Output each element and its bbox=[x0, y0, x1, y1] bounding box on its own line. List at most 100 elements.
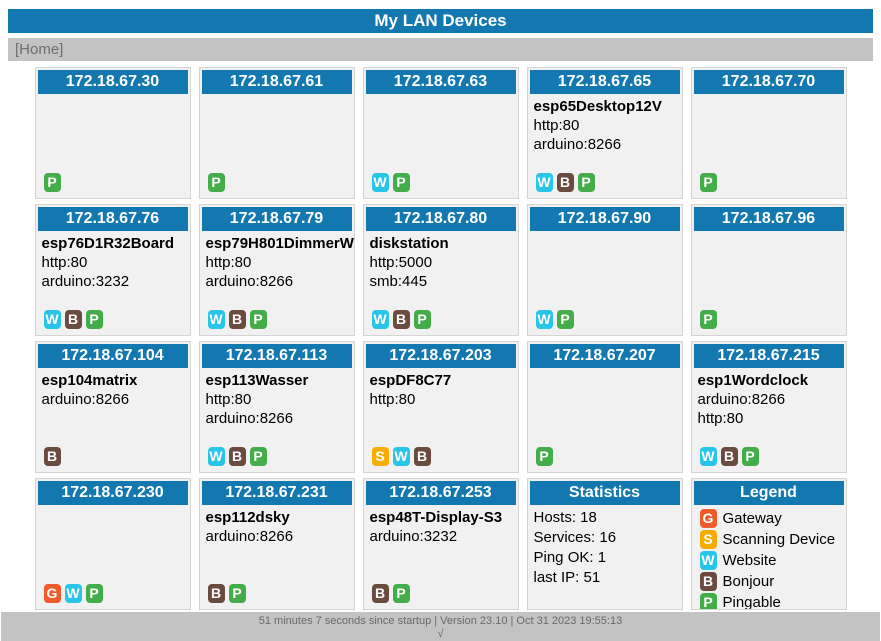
badge-row: P bbox=[535, 447, 553, 466]
legend-label: Pingable bbox=[722, 594, 781, 610]
service-line: http:80 bbox=[369, 391, 416, 408]
device-ip: 172.18.67.79 bbox=[201, 207, 352, 231]
website-badge: W bbox=[207, 447, 225, 466]
pingable-badge: P bbox=[43, 173, 61, 192]
device-info bbox=[366, 94, 516, 97]
device-card: 172.18.67.76 esp76D1R32Board http:80 ardui… bbox=[34, 204, 191, 336]
legend-card: Legend G Gateway S Scanning Device W Website B… bbox=[690, 478, 847, 610]
bonjour-badge: B bbox=[392, 310, 410, 329]
device-ip: 172.18.67.230 bbox=[37, 481, 188, 505]
device-card: 172.18.67.96 P bbox=[690, 204, 847, 336]
device-ip: 172.18.67.231 bbox=[201, 481, 352, 505]
device-ip: 172.18.67.207 bbox=[529, 344, 680, 368]
device-info: esp65Desktop12V http:80 arduino:8266 bbox=[530, 94, 680, 154]
badge-row: P bbox=[207, 173, 225, 192]
gateway-badge: G bbox=[699, 509, 717, 528]
service-line: arduino:8266 bbox=[41, 391, 130, 408]
bonjour-badge: B bbox=[43, 447, 61, 466]
pingable-badge: P bbox=[413, 310, 431, 329]
device-ip: 172.18.67.113 bbox=[201, 344, 352, 368]
legend-body: G Gateway S Scanning Device W Website B Bonjour… bbox=[694, 505, 844, 610]
device-ip: 172.18.67.65 bbox=[529, 70, 680, 94]
device-card: 172.18.67.207 P bbox=[526, 341, 683, 473]
gateway-badge: G bbox=[43, 584, 61, 603]
page-title: My LAN Devices bbox=[8, 9, 873, 33]
device-hostname: esp79H801DimmerW bbox=[205, 235, 354, 252]
device-card: 172.18.67.30 P bbox=[34, 67, 191, 199]
stat-line: Services: 16 bbox=[533, 529, 617, 546]
footer-status: 51 minutes 7 seconds since startup | Ver… bbox=[258, 615, 623, 627]
bonjour-badge: B bbox=[64, 310, 82, 329]
bonjour-badge: B bbox=[699, 572, 717, 591]
pingable-badge: P bbox=[249, 310, 267, 329]
device-info bbox=[530, 368, 680, 371]
service-line: http:80 bbox=[205, 254, 252, 271]
service-line: smb:445 bbox=[369, 273, 428, 290]
website-badge: W bbox=[535, 173, 553, 192]
device-ip: 172.18.67.76 bbox=[37, 207, 188, 231]
pingable-badge: P bbox=[556, 310, 574, 329]
website-badge: W bbox=[535, 310, 553, 329]
website-badge: W bbox=[699, 447, 717, 466]
pingable-badge: P bbox=[228, 584, 246, 603]
device-info bbox=[38, 94, 188, 97]
service-line: http:80 bbox=[533, 117, 580, 134]
legend-row: W Website bbox=[699, 550, 844, 571]
pingable-badge: P bbox=[577, 173, 595, 192]
badge-row: P bbox=[699, 310, 717, 329]
device-info: esp113Wasser http:80 arduino:8266 bbox=[202, 368, 352, 428]
bonjour-badge: B bbox=[413, 447, 431, 466]
scanning-device-badge: S bbox=[371, 447, 389, 466]
stat-line: Hosts: 18 bbox=[533, 509, 597, 526]
bonjour-badge: B bbox=[371, 584, 389, 603]
legend-label: Website bbox=[722, 552, 777, 569]
service-line: http:80 bbox=[41, 254, 88, 271]
device-info: espDF8C77 http:80 bbox=[366, 368, 516, 409]
device-hostname: esp113Wasser bbox=[205, 372, 309, 389]
device-card: 172.18.67.70 P bbox=[690, 67, 847, 199]
legend-row: S Scanning Device bbox=[699, 529, 844, 550]
pingable-badge: P bbox=[392, 173, 410, 192]
device-info bbox=[694, 231, 844, 234]
device-hostname: esp1Wordclock bbox=[697, 372, 809, 389]
device-ip: 172.18.67.96 bbox=[693, 207, 844, 231]
device-info: esp112dsky arduino:8266 bbox=[202, 505, 352, 546]
statistics-card: Statistics Hosts: 18 Services: 16 Ping OK:… bbox=[526, 478, 683, 610]
bonjour-badge: B bbox=[228, 447, 246, 466]
website-badge: W bbox=[699, 551, 717, 570]
page: My LAN Devices [Home] 172.18.67.30 P 172… bbox=[8, 9, 873, 610]
pingable-badge: P bbox=[392, 584, 410, 603]
device-card: 172.18.67.65 esp65Desktop12V http:80 ardui… bbox=[526, 67, 683, 199]
device-card: 172.18.67.215 esp1Wordclock arduino:8266 h… bbox=[690, 341, 847, 473]
service-line: arduino:8266 bbox=[205, 528, 294, 545]
footer-bar: 51 minutes 7 seconds since startup | Ver… bbox=[1, 612, 880, 641]
pingable-badge: P bbox=[207, 173, 225, 192]
service-line: arduino:3232 bbox=[41, 273, 130, 290]
website-badge: W bbox=[371, 173, 389, 192]
device-info: esp76D1R32Board http:80 arduino:3232 bbox=[38, 231, 188, 291]
pingable-badge: P bbox=[699, 310, 717, 329]
device-ip: 172.18.67.70 bbox=[693, 70, 844, 94]
pingable-badge: P bbox=[699, 593, 717, 609]
legend-label: Scanning Device bbox=[722, 531, 836, 548]
pingable-badge: P bbox=[249, 447, 267, 466]
pingable-badge: P bbox=[535, 447, 553, 466]
home-link[interactable]: [Home] bbox=[15, 41, 64, 58]
service-line: arduino:3232 bbox=[369, 528, 458, 545]
legend-title: Legend bbox=[693, 481, 844, 505]
stat-line: last IP: 51 bbox=[533, 569, 601, 586]
service-line: arduino:8266 bbox=[533, 136, 622, 153]
device-ip: 172.18.67.90 bbox=[529, 207, 680, 231]
